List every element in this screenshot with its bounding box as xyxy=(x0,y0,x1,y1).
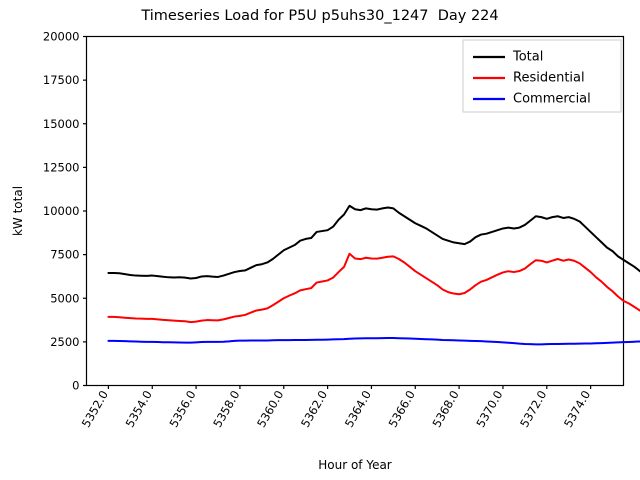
x-tick-label: 5354.0 xyxy=(123,388,155,430)
chart-legend[interactable]: Total Residential Commercial xyxy=(462,39,622,113)
x-tick-label: 5368.0 xyxy=(429,388,461,430)
x-tick-label: 5358.0 xyxy=(210,388,242,430)
y-tick-label: 5000 xyxy=(50,291,79,305)
legend-label-commercial: Commercial xyxy=(513,92,591,107)
x-tick-label: 5362.0 xyxy=(298,388,330,430)
x-tick-label: 5352.0 xyxy=(79,388,111,430)
y-tick-label: 0 xyxy=(72,379,79,393)
legend-label-residential: Residential xyxy=(513,71,585,86)
x-axis-label: Hour of Year xyxy=(318,458,392,472)
x-axis-ticks: 5352.0 5354.0 5356.0 5358.0 5360.0 5362.0 5364… xyxy=(79,385,593,430)
x-tick-label: 5356.0 xyxy=(166,388,198,430)
x-tick-label: 5364.0 xyxy=(342,388,374,430)
y-tick-label: 17500 xyxy=(43,73,80,87)
y-tick-label: 20000 xyxy=(43,30,80,44)
y-tick-label: 7500 xyxy=(50,248,79,262)
x-tick-label: 5360.0 xyxy=(254,388,286,430)
y-tick-label: 10000 xyxy=(43,204,80,218)
y-axis-label: kW total xyxy=(11,186,25,236)
data-series-group xyxy=(107,204,640,346)
x-tick-label: 5374.0 xyxy=(561,388,593,430)
x-tick-label: 5372.0 xyxy=(517,388,549,430)
legend-label-total: Total xyxy=(512,50,543,65)
chart-title: Timeseries Load for P5U p5uhs30_1247 Day… xyxy=(141,8,499,24)
y-axis-ticks: 0 2500 5000 7500 10000 12500 15000 17500 20000 xyxy=(43,30,87,393)
series-line-commercial xyxy=(107,337,640,346)
series-line-total xyxy=(107,204,640,280)
x-tick-label: 5366.0 xyxy=(386,388,418,430)
y-tick-label: 2500 xyxy=(50,335,79,349)
x-tick-label: 5370.0 xyxy=(473,388,505,430)
plot-frame xyxy=(85,35,625,387)
y-tick-label: 12500 xyxy=(43,160,80,174)
series-line-residential xyxy=(107,252,640,324)
y-tick-label: 15000 xyxy=(43,117,80,131)
